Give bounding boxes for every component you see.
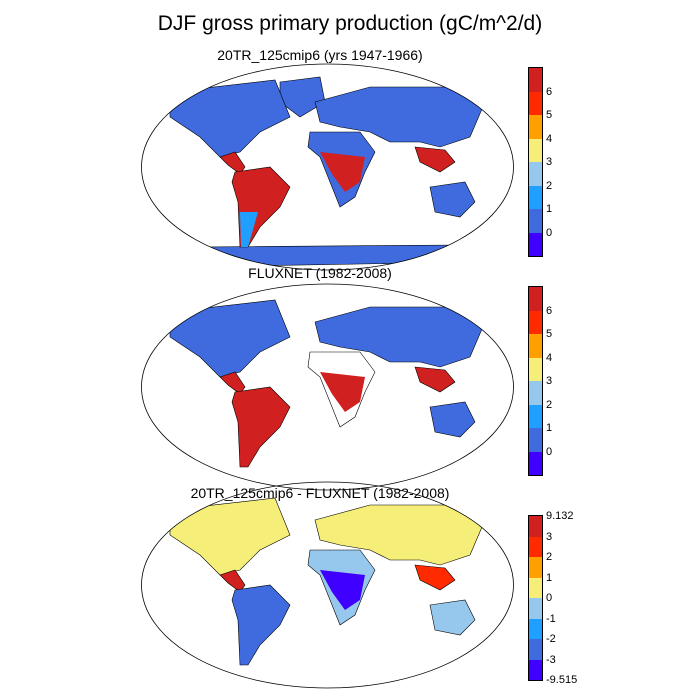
colorbar-segment [529, 209, 542, 233]
colorbar-tick-label: 5 [546, 109, 553, 121]
colorbar-tick-label: 3 [546, 530, 553, 543]
colorbar-segment [529, 185, 542, 209]
colorbar-segment [529, 577, 542, 598]
colorbar-segment [529, 162, 542, 186]
colorbar-tick-label: -1 [546, 612, 556, 625]
panel-1-colorbar [528, 67, 543, 257]
panel-2-map [140, 282, 515, 492]
colorbar-tick-label: 5 [546, 328, 553, 340]
colorbar-segment [529, 404, 542, 428]
colorbar-tick-label: -3 [546, 653, 556, 666]
panel-1-title: 20TR_125cmip6 (yrs 1947-1966) [217, 47, 423, 63]
colorbar-tick-label: 2 [546, 551, 553, 563]
colorbar-segment [529, 115, 542, 139]
colorbar-tick-label: 1 [546, 571, 553, 584]
panel-2-title: FLUXNET (1982-2008) [248, 265, 392, 281]
colorbar-segment [529, 310, 542, 334]
colorbar-segment [529, 536, 542, 557]
colorbar-tick-label: 6 [546, 85, 553, 98]
panel-3-colorbar [528, 515, 543, 681]
colorbar-tick-label: 1 [546, 422, 553, 434]
colorbar-segment [529, 68, 542, 92]
colorbar-segment [529, 334, 542, 358]
colorbar-tick-label: 3 [546, 375, 553, 387]
colorbar-tick-label: 0 [546, 592, 553, 604]
colorbar-segment [529, 381, 542, 405]
colorbar-segment [529, 91, 542, 115]
figure-title: DJF gross primary production (gC/m^2/d) [157, 12, 543, 35]
colorbar-segment [529, 659, 542, 680]
colorbar-tick-label: 4 [546, 351, 553, 364]
colorbar-segment [529, 287, 542, 311]
colorbar-tick-label: 2 [546, 179, 553, 192]
colorbar-segment [529, 138, 542, 162]
panel-2-colorbar [528, 286, 543, 476]
colorbar-tick-label: -2 [546, 633, 556, 645]
colorbar-segment [529, 232, 542, 256]
colorbar-tick-label: 4 [546, 132, 553, 145]
colorbar-segment [529, 428, 542, 452]
colorbar-segment [529, 618, 542, 639]
colorbar-tick-label: 0 [546, 445, 553, 458]
colorbar-tick-label: 9.132 [546, 510, 574, 522]
colorbar-segment [529, 557, 542, 578]
colorbar-segment [529, 639, 542, 660]
panel-3-map [140, 480, 515, 690]
colorbar-segment [529, 357, 542, 381]
colorbar-tick-label: 6 [546, 304, 553, 317]
colorbar-tick-label: 0 [546, 226, 553, 239]
colorbar-tick-label: 3 [546, 156, 553, 168]
colorbar-tick-label: 2 [546, 398, 553, 411]
panel-1-map [140, 62, 515, 272]
colorbar-segment [529, 516, 542, 537]
colorbar-segment [529, 451, 542, 475]
panel-3-title: 20TR_125cmip6 - FLUXNET (1982-2008) [190, 485, 450, 501]
colorbar-tick-label: 1 [546, 203, 553, 215]
colorbar-tick-label: -9.515 [546, 674, 578, 686]
colorbar-segment [529, 598, 542, 619]
